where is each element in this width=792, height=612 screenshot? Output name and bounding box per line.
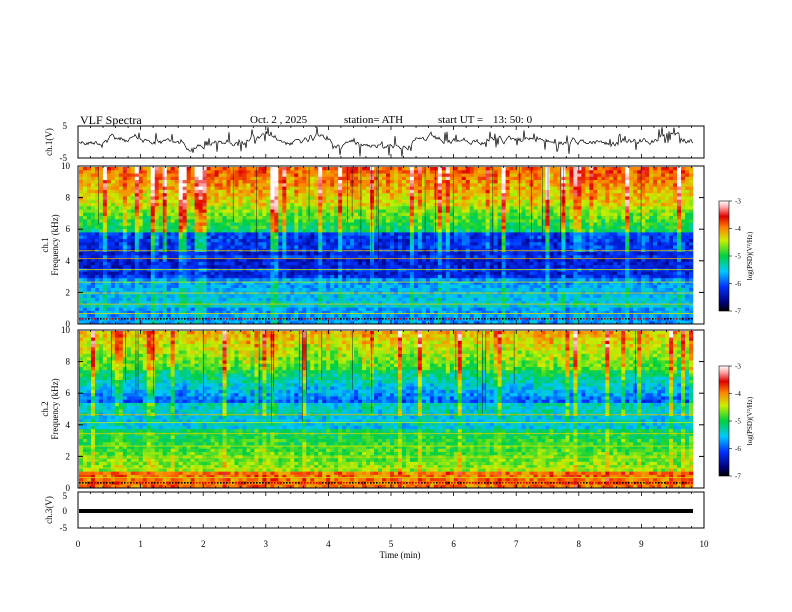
frequency-tick-label: 8 <box>66 357 71 367</box>
start-ut-label: start UT = <box>438 114 483 126</box>
ch3-waveform-panel: 5 0 -5 ch.3(V) <box>44 491 705 533</box>
ch3-ylabel: ch.3(V) <box>44 496 54 524</box>
ch1-frequency-ticks: 0 2 4 6 8 10 <box>61 161 704 329</box>
frequency-tick-label: 10 <box>61 161 71 171</box>
frequency-tick-label: 0 <box>66 319 71 329</box>
ch2-frequency-label: Frequency (kHz) <box>50 378 60 439</box>
ch3-ytick-top: 5 <box>63 491 68 501</box>
time-tick-label: 1 <box>138 539 143 549</box>
frequency-tick-label: 10 <box>61 325 71 335</box>
ch2-panel-label: ch.2 <box>40 401 50 416</box>
time-tick-label: 9 <box>639 539 644 549</box>
ch1-ylabel: ch.1(V) <box>44 128 54 156</box>
colorbar-tick-label: -7 <box>735 473 741 481</box>
ch3-ytick-bottom: -5 <box>60 523 68 533</box>
ch3-ytick-mid: 0 <box>63 506 68 516</box>
time-tick-label: 4 <box>326 539 331 549</box>
colorbar-tick-label: -3 <box>735 198 741 206</box>
figure-title: VLF Spectra <box>80 113 142 127</box>
ch2-spectrogram <box>79 331 694 489</box>
time-tick-label: 2 <box>201 539 206 549</box>
date-label: Oct. 2 , 2025 <box>250 114 308 126</box>
frequency-tick-label: 6 <box>66 224 71 234</box>
time-tick-label: 6 <box>451 539 456 549</box>
colorbar-tick-label: -5 <box>735 253 741 261</box>
ch2-colorbar-label: log(PSD)(V²/Hz) <box>746 396 754 445</box>
time-tick-label: 3 <box>264 539 269 549</box>
ch1-colorbar-label: log(PSD)(V²/Hz) <box>746 231 754 280</box>
colorbar-tick-label: -5 <box>735 418 741 426</box>
ch1-frequency-label: Frequency (kHz) <box>50 214 60 275</box>
ch1-spectrogram <box>79 167 694 325</box>
ch2-colorbar <box>718 365 730 477</box>
time-axis-labels: 0 1 2 3 4 5 6 7 8 9 10 <box>76 539 709 549</box>
frequency-tick-label: 0 <box>66 483 71 493</box>
frequency-tick-label: 6 <box>66 388 71 398</box>
frequency-tick-label: 8 <box>66 193 71 203</box>
frequency-tick-label: 4 <box>66 256 71 266</box>
ch1-trace <box>78 126 694 157</box>
colorbar-tick-label: -6 <box>735 445 741 453</box>
time-axis-ticks <box>77 126 705 528</box>
ch1-waveform-panel: 5 -5 ch.1(V) <box>44 121 705 163</box>
time-tick-label: 7 <box>514 539 519 549</box>
time-tick-label: 10 <box>700 539 710 549</box>
ch3-trace <box>79 509 693 513</box>
time-tick-label: 8 <box>577 539 582 549</box>
frequency-tick-label: 2 <box>66 451 71 461</box>
colorbar-tick-label: -4 <box>735 390 741 398</box>
ch1-ytick-bottom: -5 <box>60 153 68 163</box>
colorbar-tick-label: -6 <box>735 280 741 288</box>
ch2-frequency-ticks: 0 2 4 6 8 10 <box>61 325 704 493</box>
station-label: station= ATH <box>344 114 403 126</box>
ch1-panel-label: ch.1 <box>40 237 50 252</box>
time-tick-label: 5 <box>389 539 394 549</box>
frequency-tick-label: 2 <box>66 287 71 297</box>
colorbar-tick-label: -7 <box>735 308 741 316</box>
time-axis-title: Time (min) <box>380 550 421 560</box>
ch1-colorbar <box>718 200 730 312</box>
frequency-tick-label: 4 <box>66 420 71 430</box>
time-tick-label: 0 <box>76 539 81 549</box>
ch1-ytick-top: 5 <box>63 121 68 131</box>
colorbar-tick-label: -3 <box>735 363 741 371</box>
ch2-colorbar-ticks: -3 -4 -5 -6 -7 <box>729 363 741 481</box>
ch1-colorbar-ticks: -3 -4 -5 -6 -7 <box>729 198 741 316</box>
colorbar-tick-label: -4 <box>735 225 741 233</box>
start-time-label: 13: 50: 0 <box>493 114 533 126</box>
